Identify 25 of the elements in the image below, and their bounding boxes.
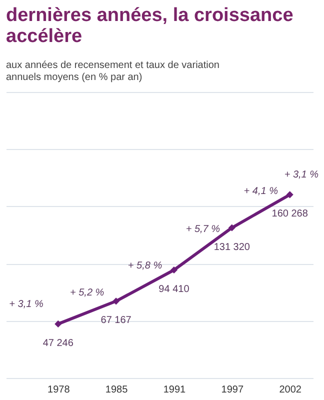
data-label: 94 410 <box>158 284 190 295</box>
x-tick-label: 1985 <box>105 384 128 396</box>
point <box>170 266 178 274</box>
point <box>112 298 120 305</box>
annotation: + 5,8 % <box>128 260 162 272</box>
annotation: + 3,1 % <box>284 170 319 181</box>
annotation: + 3,1 % <box>9 298 44 310</box>
point <box>228 224 236 232</box>
annotation: + 5,2 % <box>70 288 104 299</box>
text: aux années de recensement et taux de variation <box>6 60 220 71</box>
text: dernières années, la croissance <box>6 5 294 26</box>
x-tick-label: 2002 <box>279 384 302 396</box>
data-label: 131 320 <box>214 242 250 253</box>
text: accélère <box>6 26 82 47</box>
annotation: + 4,1 % <box>244 186 278 198</box>
x-tick-label: 1978 <box>48 384 70 396</box>
data-label: 160 268 <box>272 208 308 220</box>
text: annuels moyens (en % par an) <box>6 72 142 83</box>
point <box>286 191 294 198</box>
x-tick-label: 1997 <box>221 384 244 396</box>
annotation: + 5,7 % <box>186 224 220 235</box>
point <box>54 320 62 328</box>
x-tick-label: 1991 <box>163 384 186 396</box>
data-label: 67 167 <box>100 315 132 326</box>
data-label: 47 246 <box>42 338 74 349</box>
